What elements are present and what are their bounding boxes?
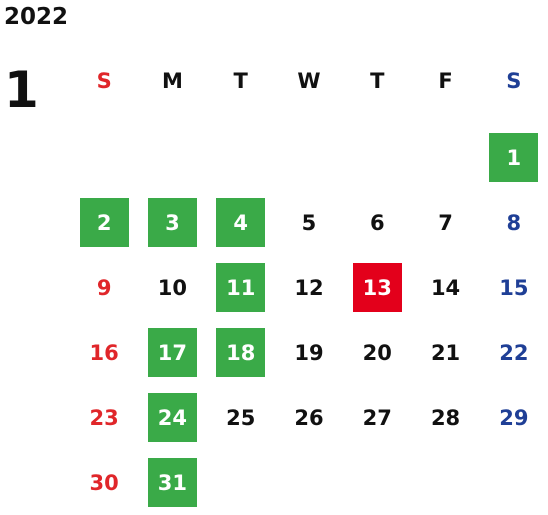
day-19[interactable]: 19 (294, 340, 324, 365)
day-cell: 12 (275, 255, 343, 320)
day-1[interactable]: 1 (489, 133, 539, 182)
day-25[interactable]: 25 (226, 405, 256, 430)
day-29[interactable]: 29 (499, 405, 529, 430)
day-cell (275, 125, 343, 190)
day-10[interactable]: 10 (157, 275, 188, 300)
day-20[interactable]: 20 (362, 340, 392, 365)
day-7[interactable]: 7 (438, 210, 453, 235)
day-cell: 27 (343, 385, 411, 450)
day-18[interactable]: 18 (216, 328, 266, 377)
day-cell: 17 (138, 320, 206, 385)
day-cell: 18 (207, 320, 275, 385)
day-cell (207, 450, 275, 515)
day-cell: 6 (343, 190, 411, 255)
day-15[interactable]: 15 (499, 275, 529, 300)
day-cell: 11 (207, 255, 275, 320)
day-28[interactable]: 28 (430, 405, 461, 430)
day-8[interactable]: 8 (506, 210, 522, 235)
day-cell: 26 (275, 385, 343, 450)
weekday-sun: S (96, 69, 112, 93)
day-cell: 5 (275, 190, 343, 255)
day-cell: 14 (411, 255, 479, 320)
day-14[interactable]: 14 (430, 275, 461, 300)
day-cell (411, 125, 479, 190)
day-23[interactable]: 23 (89, 405, 119, 430)
day-cell: 16 (70, 320, 138, 385)
day-cell (343, 450, 411, 515)
day-cell: 28 (411, 385, 479, 450)
day-cell: 31 (138, 450, 206, 515)
day-cell: 20 (343, 320, 411, 385)
day-6[interactable]: 6 (369, 210, 385, 235)
day-cell (411, 450, 479, 515)
day-26[interactable]: 26 (294, 405, 324, 430)
weekday-wed: W (297, 69, 321, 93)
day-5[interactable]: 5 (301, 210, 317, 235)
day-cell (138, 125, 206, 190)
day-2[interactable]: 2 (79, 198, 129, 247)
calendar-month: 1 (4, 61, 39, 119)
day-cell: 3 (138, 190, 206, 255)
day-cell: 24 (138, 385, 206, 450)
day-cell (480, 450, 548, 515)
day-13[interactable]: 13 (352, 263, 402, 312)
day-22[interactable]: 22 (499, 340, 529, 365)
weekday-sat: S (506, 69, 522, 93)
day-cell: 9 (70, 255, 138, 320)
day-4[interactable]: 4 (216, 198, 266, 247)
weekday-header: S M T W T F S (70, 66, 548, 96)
day-cell: 22 (480, 320, 548, 385)
day-11[interactable]: 11 (216, 263, 266, 312)
day-31[interactable]: 31 (147, 458, 197, 507)
day-cell: 25 (207, 385, 275, 450)
day-cell: 23 (70, 385, 138, 450)
day-cell (207, 125, 275, 190)
day-cell: 8 (480, 190, 548, 255)
day-cell (70, 125, 138, 190)
day-9[interactable]: 9 (96, 275, 112, 300)
weekday-tue: T (233, 69, 248, 93)
day-30[interactable]: 30 (89, 470, 119, 495)
day-cell: 15 (480, 255, 548, 320)
day-cell: 13 (343, 255, 411, 320)
calendar-grid: 1 2 3 4 5 6 7 8 9 10 11 12 13 14 15 16 17 18 19 20 21 22 23 24 2… (70, 125, 548, 507)
day-cell: 10 (138, 255, 206, 320)
calendar-year: 2022 (4, 4, 69, 30)
day-cell: 2 (70, 190, 138, 255)
day-17[interactable]: 17 (147, 328, 197, 377)
day-cell (275, 450, 343, 515)
weekday-fri: F (438, 69, 453, 93)
day-12[interactable]: 12 (294, 275, 324, 300)
day-cell: 1 (480, 125, 548, 190)
weekday-mon: M (161, 69, 183, 93)
day-24[interactable]: 24 (147, 393, 197, 442)
day-cell: 7 (411, 190, 479, 255)
day-21[interactable]: 21 (430, 340, 461, 365)
day-cell: 21 (411, 320, 479, 385)
day-16[interactable]: 16 (89, 340, 119, 365)
day-27[interactable]: 27 (362, 405, 392, 430)
day-cell: 29 (480, 385, 548, 450)
day-cell: 19 (275, 320, 343, 385)
day-3[interactable]: 3 (147, 198, 197, 247)
day-cell: 30 (70, 450, 138, 515)
weekday-thu: T (370, 69, 385, 93)
day-cell: 4 (207, 190, 275, 255)
day-cell (343, 125, 411, 190)
